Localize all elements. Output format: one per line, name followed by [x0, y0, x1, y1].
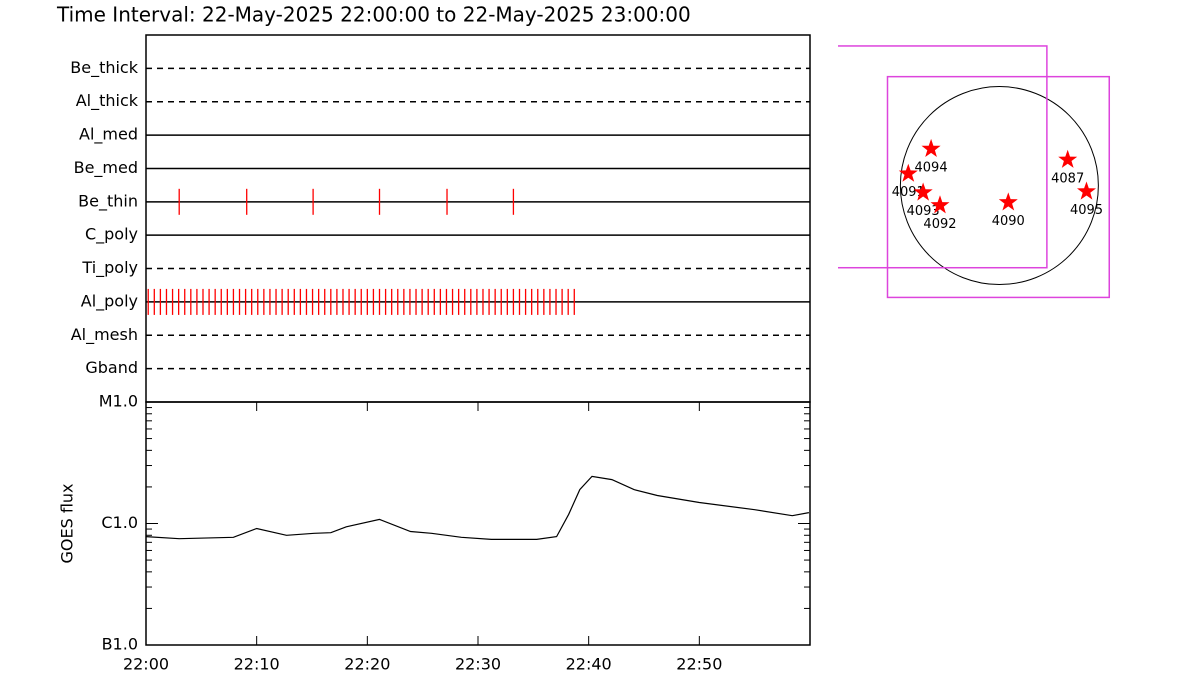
active-region-label: 4095	[1070, 203, 1103, 218]
active-region-star	[930, 195, 950, 214]
x-tick-label: 22:10	[234, 655, 280, 674]
active-region-label: 4093	[907, 204, 940, 219]
active-region-label: 4087	[1051, 171, 1084, 186]
goes-line	[145, 475, 810, 540]
title: Time Interval: 22-May-2025 22:00:00 to 2…	[56, 3, 691, 27]
fov-box	[838, 45, 1048, 269]
row-label: C_poly	[85, 225, 138, 245]
y-axis-label: GOES flux	[58, 483, 77, 563]
row-label: Be_thick	[70, 58, 138, 78]
row-label: Al_med	[79, 125, 138, 145]
active-region-star	[1077, 181, 1096, 200]
active-region-star	[898, 163, 918, 182]
active-region-label: 4092	[923, 217, 956, 232]
active-region-star	[998, 192, 1018, 211]
goes-frame	[145, 401, 811, 646]
active-region-star	[1058, 149, 1078, 168]
active-region-label: 4091	[892, 185, 925, 200]
row-label: Al_thick	[76, 91, 139, 111]
y-tick-label: M1.0	[99, 392, 138, 411]
y-tick-label: C1.0	[101, 513, 138, 532]
row-label: Al_poly	[81, 291, 138, 311]
active-region-star	[921, 138, 941, 157]
row-label: Al_mesh	[71, 325, 138, 345]
row-label: Ti_poly	[81, 258, 138, 278]
solar-disk	[899, 86, 1099, 286]
x-tick-label: 22:30	[455, 655, 501, 674]
x-tick-label: 22:20	[344, 655, 390, 674]
row-label: Be_med	[74, 158, 138, 178]
active-region-star	[913, 182, 933, 201]
timeline-frame	[145, 34, 811, 403]
active-region-label: 4094	[915, 160, 948, 175]
fov-box	[886, 75, 1111, 299]
x-tick-label: 22:40	[566, 655, 612, 674]
row-label: Be_thin	[78, 191, 138, 211]
x-tick-label: 22:00	[123, 655, 169, 674]
x-tick-label: 22:50	[676, 655, 722, 674]
row-label: Gband	[85, 358, 138, 377]
active-region-label: 4090	[992, 214, 1025, 229]
y-tick-label: B1.0	[102, 635, 138, 654]
